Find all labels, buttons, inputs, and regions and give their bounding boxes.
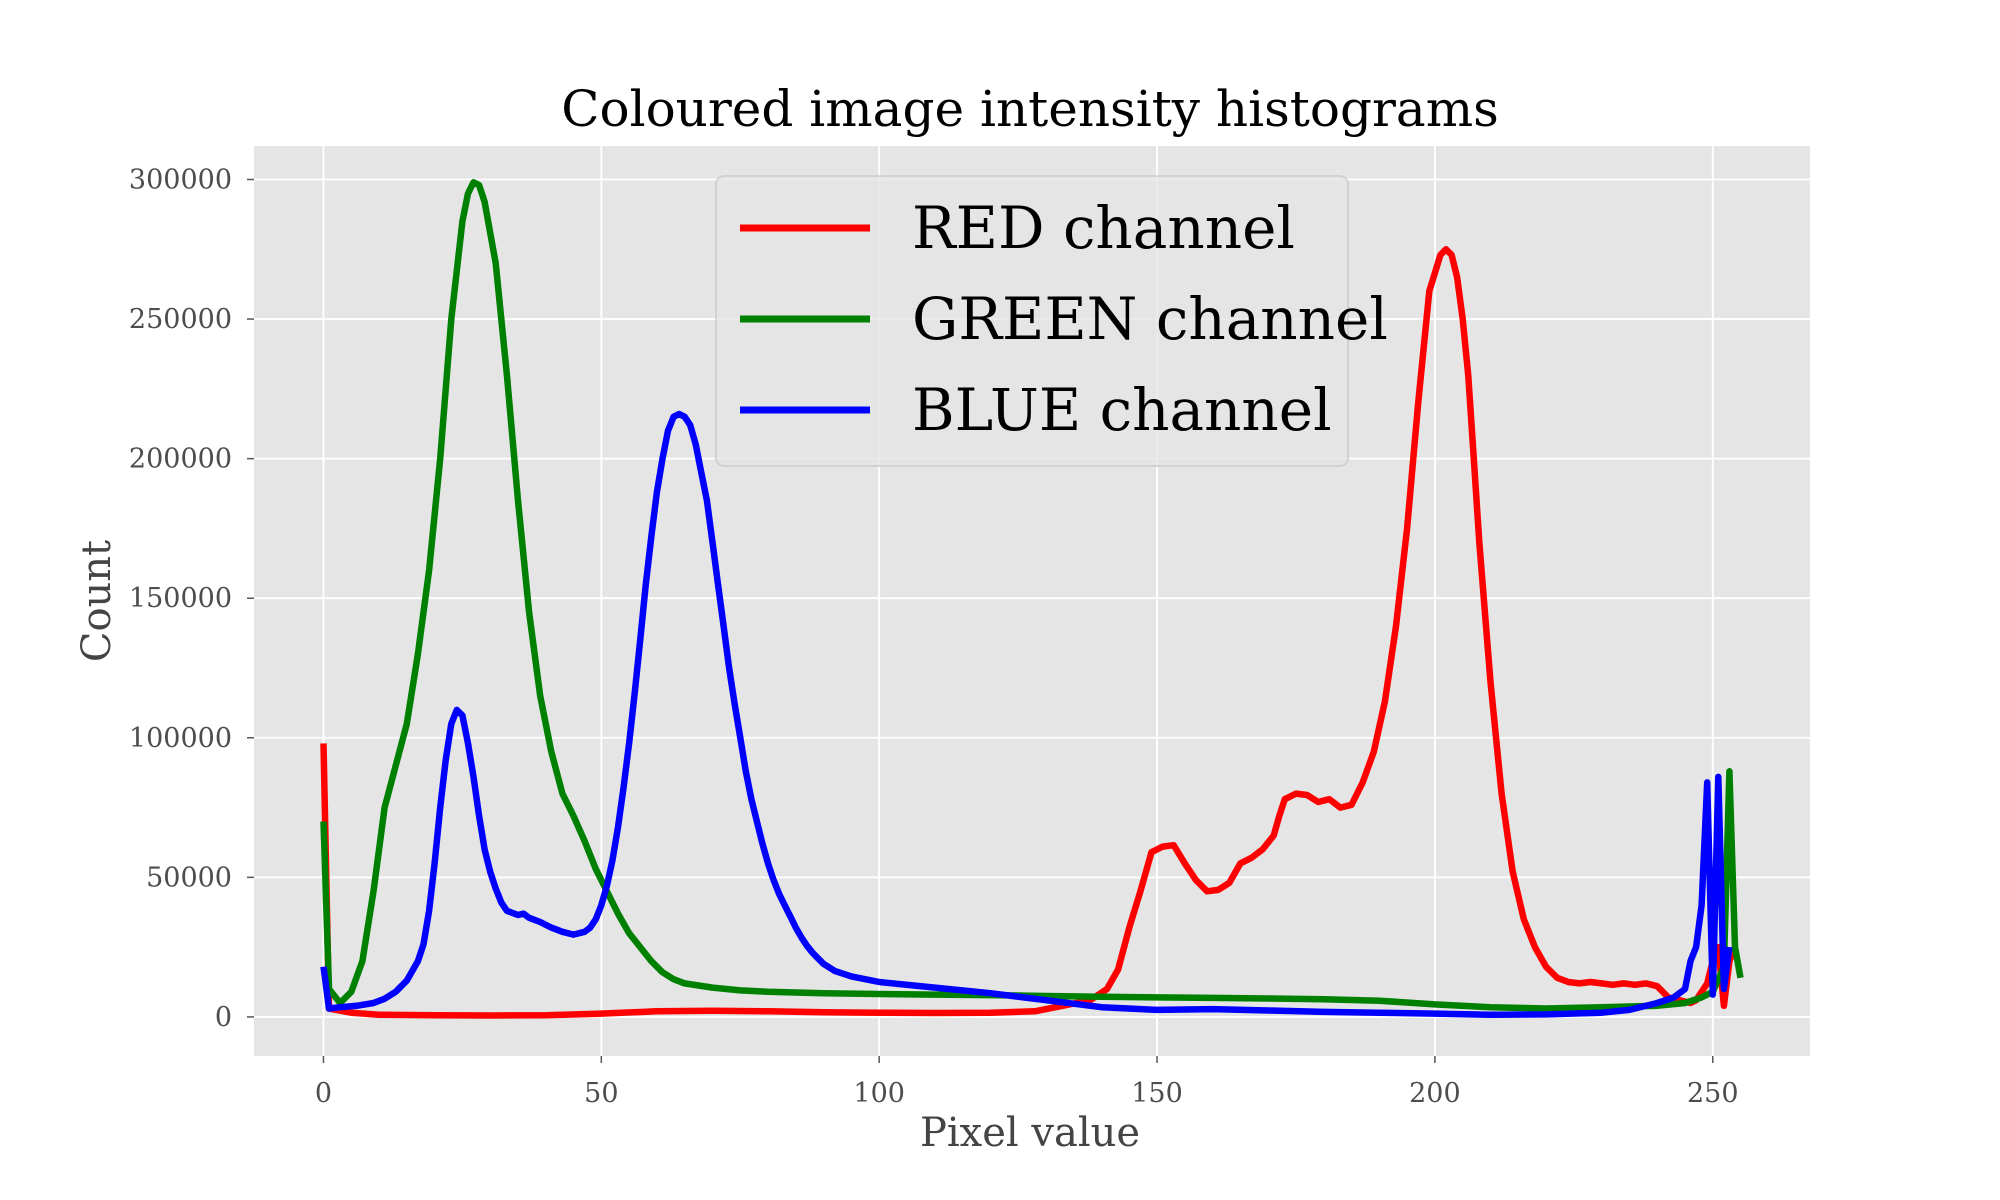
- y-tick-label: 0: [215, 1002, 232, 1033]
- x-tick-label: 200: [1409, 1078, 1461, 1109]
- y-tick-label: 300000: [129, 164, 232, 195]
- y-axis-label: Count: [74, 540, 120, 662]
- legend-items: RED channel GREEN channel BLUE channel: [740, 194, 1388, 444]
- y-tick-label: 150000: [129, 583, 232, 614]
- x-tick-label: 50: [584, 1078, 618, 1109]
- legend-label-green: GREEN channel: [912, 285, 1388, 353]
- legend-label-red: RED channel: [912, 194, 1295, 262]
- x-tick-label: 250: [1687, 1078, 1739, 1109]
- y-tick-label: 250000: [129, 304, 232, 335]
- x-axis-ticks: 0 50 100 150 200 250: [315, 1056, 1739, 1109]
- legend-frame: [715, 175, 1349, 467]
- x-axis-label: Pixel value: [920, 1110, 1140, 1156]
- chart-title: Coloured image intensity histograms: [561, 80, 1499, 138]
- series-line-red: [320, 246, 1739, 1019]
- series-line-green: [320, 179, 1744, 1012]
- legend-label-blue: BLUE channel: [912, 376, 1332, 444]
- y-tick-label: 200000: [129, 444, 232, 475]
- series-layer: [320, 179, 1744, 1019]
- x-tick-label: 0: [315, 1078, 332, 1109]
- y-tick-label: 100000: [129, 723, 232, 754]
- x-tick-label: 100: [853, 1078, 905, 1109]
- series-line-blue: [320, 410, 1733, 1018]
- legend: RED channel GREEN channel BLUE channel: [715, 175, 1388, 467]
- y-tick-label: 50000: [146, 862, 232, 893]
- x-tick-label: 150: [1131, 1078, 1183, 1109]
- y-axis-ticks: 0 50000 100000 150000 200000 250000 300000: [129, 164, 254, 1033]
